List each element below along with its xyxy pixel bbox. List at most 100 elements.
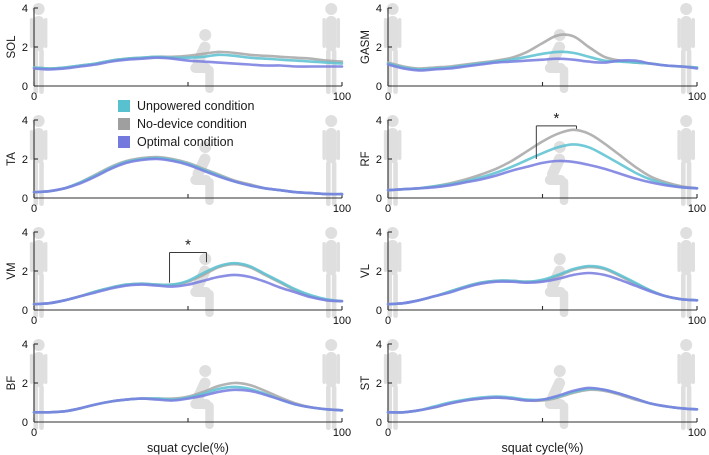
x-axis-label: squat cycle(%) <box>502 441 584 455</box>
muscle-label: GASM <box>360 30 372 64</box>
y-tick-label: 4 <box>22 227 28 239</box>
y-tick-label: 0 <box>376 193 382 205</box>
series-optimal <box>386 159 699 192</box>
y-tick-label: 0 <box>376 305 382 317</box>
legend-swatch-no-device <box>118 118 130 130</box>
person-standing-silhouette <box>677 227 695 318</box>
y-tick-label: 0 <box>22 305 28 317</box>
subplot-rf: * 0 2 4 0 100 RF <box>354 112 709 224</box>
subplot-bf-canvas: 0 2 4 0 100 BF squat cycle(%) <box>6 339 351 455</box>
subplot-vl: 0 2 4 0 100 VL <box>354 224 709 336</box>
x-tick-label: 100 <box>333 91 351 103</box>
legend-item-unpowered: Unpowered condition <box>118 97 254 115</box>
axes <box>387 119 698 199</box>
person-standing-silhouette <box>677 3 695 94</box>
person-standing-silhouette <box>29 339 48 430</box>
legend-item-no-device: No-device condition <box>118 115 254 133</box>
series-optimal <box>386 386 699 414</box>
person-standing-silhouette <box>322 339 341 430</box>
muscle-label: VM <box>6 262 18 279</box>
series-unpowered <box>386 264 699 306</box>
subplot-rf-canvas: * 0 2 4 0 100 RF <box>360 112 706 215</box>
axes <box>33 119 343 199</box>
person-squat-silhouette <box>544 253 569 317</box>
x-tick-label: 100 <box>333 315 351 327</box>
subplot-sol-canvas: 0 2 4 0 100 SOL <box>6 3 351 103</box>
muscle-label: BF <box>6 376 18 391</box>
y-tick-label: 0 <box>22 417 28 429</box>
person-standing-silhouette <box>29 115 48 206</box>
person-standing-silhouette <box>29 227 48 318</box>
x-tick-label: 0 <box>31 203 37 215</box>
x-tick-label: 100 <box>333 427 351 439</box>
x-tick-label: 0 <box>385 91 391 103</box>
legend: Unpowered condition No-device condition … <box>118 97 254 151</box>
series-optimal <box>32 273 344 306</box>
subplot-gasm: 0 2 4 0 100 GASM <box>354 0 709 112</box>
person-standing-silhouette <box>322 227 341 318</box>
y-tick-label: 4 <box>22 3 28 15</box>
subplot-sol: 0 2 4 0 100 SOL <box>0 0 354 112</box>
person-squat-silhouette <box>190 253 214 317</box>
person-standing-silhouette <box>383 115 402 206</box>
y-tick-label: 4 <box>22 339 28 351</box>
y-tick-label: 4 <box>376 115 382 127</box>
subplot-bf: 0 2 4 0 100 BF squat cycle(%) <box>0 336 354 455</box>
x-tick-label: 100 <box>688 91 706 103</box>
axes <box>387 231 698 311</box>
subplot-vm: * 0 2 4 0 100 VM <box>0 224 354 336</box>
significance-star: * <box>185 236 191 253</box>
y-tick-label: 0 <box>376 81 382 93</box>
axes <box>33 343 343 423</box>
y-tick-label: 2 <box>376 42 382 54</box>
series-optimal <box>32 388 344 414</box>
x-tick-label: 100 <box>333 203 351 215</box>
y-tick-label: 2 <box>22 266 28 278</box>
series-unpowered <box>32 156 344 196</box>
y-tick-label: 0 <box>22 81 28 93</box>
subplot-ta: 0 2 4 0 100 TA <box>0 112 354 224</box>
y-tick-label: 0 <box>376 417 382 429</box>
x-tick-label: 0 <box>385 203 391 215</box>
x-axis-label: squat cycle(%) <box>147 441 229 455</box>
x-tick-label: 0 <box>31 427 37 439</box>
series-optimal <box>386 271 699 306</box>
muscle-label: VL <box>360 263 372 278</box>
muscle-label: TA <box>6 152 18 166</box>
muscle-label: SOL <box>6 35 18 59</box>
person-standing-silhouette <box>677 115 695 206</box>
series-nodevice <box>386 388 699 414</box>
y-tick-label: 2 <box>376 266 382 278</box>
person-standing-silhouette <box>322 115 341 206</box>
significance-bracket <box>535 125 577 159</box>
significance-star: * <box>553 112 559 127</box>
y-tick-label: 2 <box>22 154 28 166</box>
y-tick-label: 2 <box>22 378 28 390</box>
y-tick-label: 2 <box>376 154 382 166</box>
subplot-vl-canvas: 0 2 4 0 100 VL <box>360 227 706 327</box>
y-tick-label: 2 <box>22 42 28 54</box>
legend-item-optimal: Optimal condition <box>118 133 254 151</box>
y-tick-label: 0 <box>22 193 28 205</box>
y-tick-label: 2 <box>376 378 382 390</box>
series-nodevice <box>386 265 699 306</box>
series-optimal <box>386 57 699 72</box>
series-optimal <box>32 56 344 71</box>
subplot-ta-canvas: 0 2 4 0 100 TA <box>6 115 351 215</box>
significance-bracket <box>169 251 207 283</box>
y-tick-label: 4 <box>376 227 382 239</box>
axes <box>33 7 343 87</box>
legend-swatch-optimal <box>118 136 130 148</box>
muscle-label: ST <box>360 376 372 391</box>
person-standing-silhouette <box>677 339 695 430</box>
y-tick-label: 4 <box>376 339 382 351</box>
y-tick-label: 4 <box>22 115 28 127</box>
person-standing-silhouette <box>322 3 341 94</box>
x-tick-label: 0 <box>31 315 37 327</box>
series-optimal <box>32 157 344 196</box>
muscle-label: RF <box>360 151 372 166</box>
subplot-vm-canvas: * 0 2 4 0 100 VM <box>6 227 351 327</box>
person-standing-silhouette <box>383 3 402 94</box>
axes <box>387 343 698 423</box>
